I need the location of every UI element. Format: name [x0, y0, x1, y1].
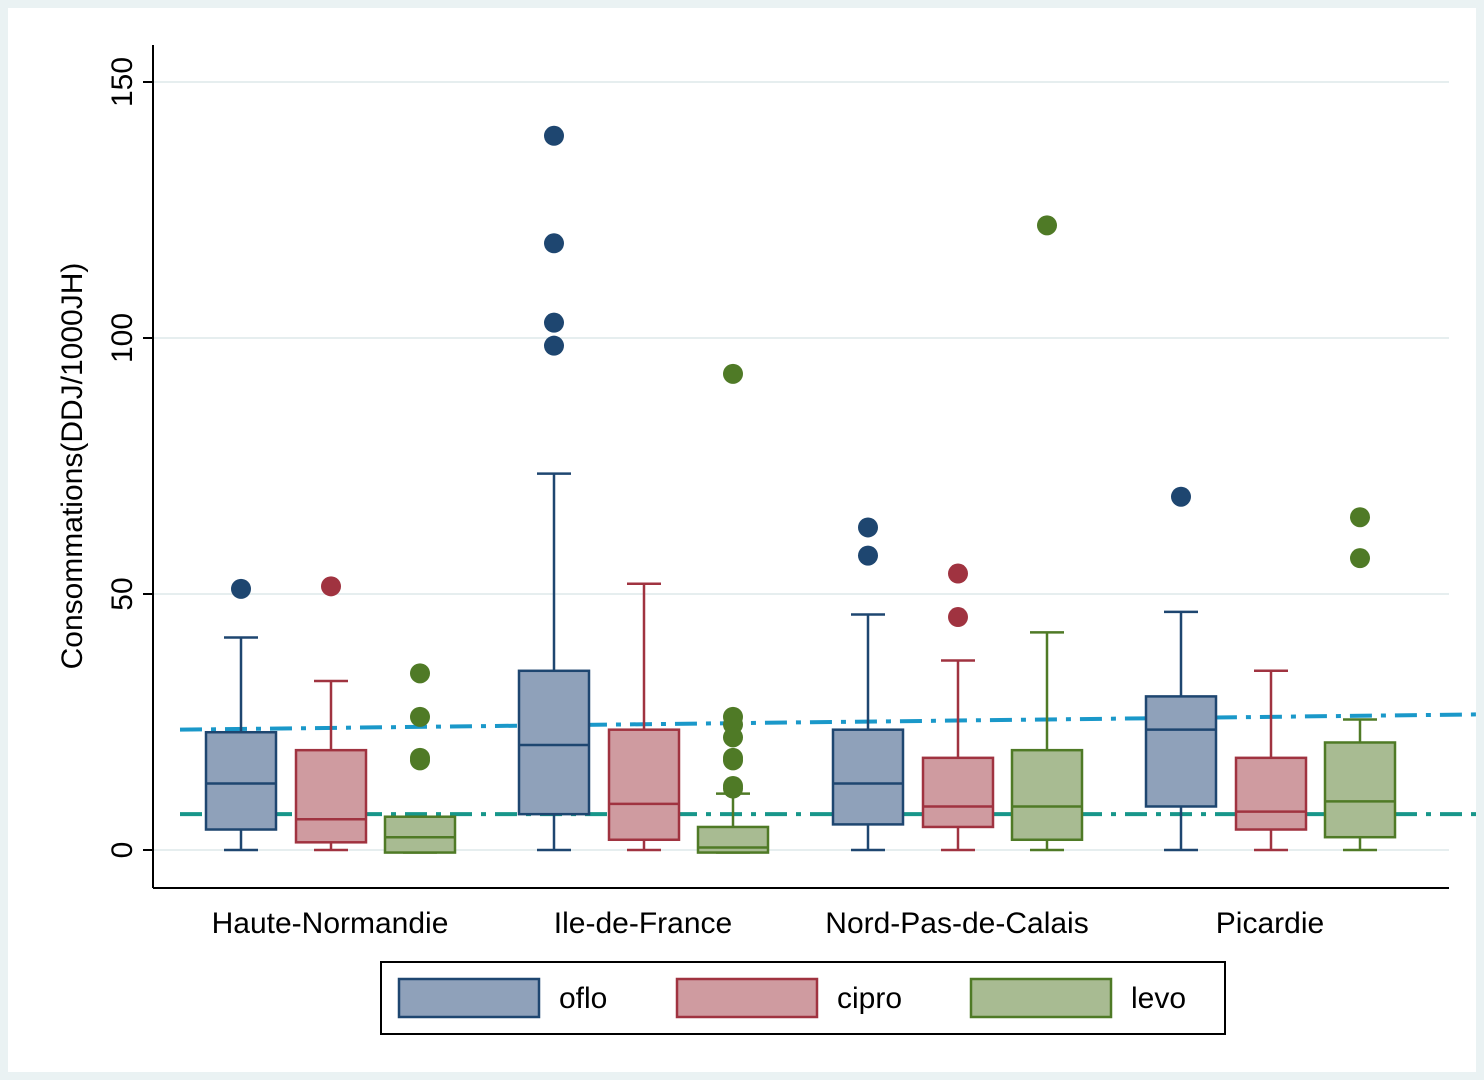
legend-key-oflo [397, 977, 541, 1019]
outlier-point [1350, 507, 1370, 528]
outlier-point [858, 545, 878, 566]
x-tick-label: Nord-Pas-de-Calais [825, 907, 1088, 940]
box-levo [1323, 507, 1397, 852]
x-tick-label: Ile-de-France [554, 907, 732, 940]
outlier-point [410, 663, 430, 684]
legend-key-levo [969, 977, 1113, 1019]
y-axis-label: Consommations(DDJ/1000JH) [56, 263, 89, 670]
box-cipro [294, 576, 368, 852]
reference-line [179, 712, 1484, 732]
outlier-point [410, 750, 430, 771]
outlier-point [858, 517, 878, 538]
y-tick-label: 0 [106, 842, 139, 859]
outlier-point [1037, 215, 1057, 236]
box-cipro [607, 582, 681, 852]
legend-label-oflo: oflo [559, 982, 607, 1015]
box-levo [696, 363, 770, 854]
gridlines [153, 81, 1449, 851]
outlier-point [723, 776, 743, 796]
box-levo [1010, 215, 1084, 852]
x-tick-labels: Haute-Normandie Ile-de-France Nord-Pas-de-… [212, 907, 1325, 940]
outlier-point [723, 750, 743, 771]
legend-key-cipro [675, 977, 819, 1019]
iqr-box [517, 669, 591, 816]
y-tick-label: 150 [106, 57, 139, 107]
iqr-box [696, 825, 770, 854]
y-tick-label: 50 [106, 577, 139, 610]
legend-label-cipro: cipro [837, 982, 902, 1015]
box-oflo [1144, 486, 1218, 852]
outlier-point [410, 706, 430, 727]
iqr-box [921, 756, 995, 829]
outlier-point [544, 312, 564, 333]
outlier-point [321, 576, 341, 597]
outlier-point [948, 607, 968, 628]
outlier-point [544, 335, 564, 356]
axes [152, 45, 1449, 889]
outlier-point [1171, 486, 1191, 507]
box-cipro [921, 563, 995, 852]
outlier-point [1350, 548, 1370, 569]
box-oflo [831, 517, 905, 852]
y-tick-labels: 0 50 100 150 [106, 57, 153, 858]
iqr-box [831, 728, 905, 826]
iqr-box [294, 748, 368, 844]
iqr-box [607, 728, 681, 842]
outlier-point [723, 727, 743, 748]
legend-label-levo: levo [1131, 982, 1186, 1015]
chart-background [8, 8, 1476, 1072]
outlier-point [231, 578, 251, 599]
iqr-box [1144, 695, 1218, 808]
x-tick-label: Picardie [1216, 907, 1324, 940]
box-cipro [1234, 669, 1308, 852]
iqr-box [1323, 741, 1397, 839]
outlier-point [723, 363, 743, 384]
iqr-box [1010, 748, 1084, 842]
iqr-box [383, 815, 457, 854]
box-oflo [204, 578, 278, 852]
outlier-point [544, 233, 564, 254]
iqr-box [204, 730, 278, 831]
box-groups [204, 125, 1397, 854]
box-levo [383, 663, 457, 854]
outlier-point [544, 125, 564, 146]
legend: oflo cipro levo [380, 961, 1226, 1035]
iqr-box [1234, 756, 1308, 831]
y-tick-label: 100 [106, 313, 139, 363]
x-tick-label: Haute-Normandie [212, 907, 449, 940]
outlier-point [948, 563, 968, 584]
box-oflo [517, 125, 591, 852]
